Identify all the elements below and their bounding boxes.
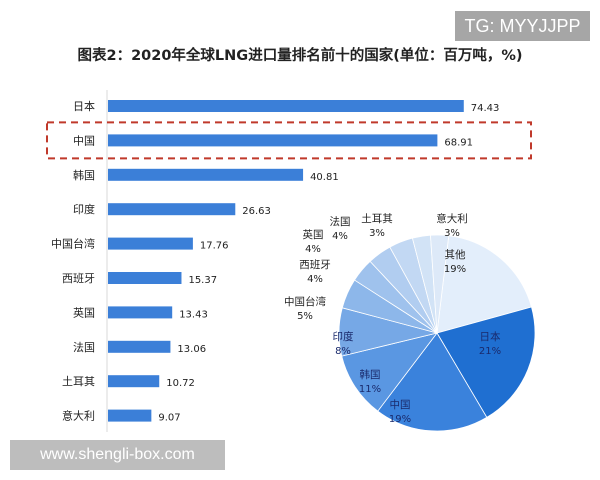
pie-label: 其他	[445, 248, 466, 261]
value-label: 74.43	[471, 103, 500, 114]
value-label: 13.43	[179, 309, 208, 320]
pie-percent-label: 4%	[305, 244, 321, 255]
watermark-top: TG: MYYJJPP	[455, 11, 590, 41]
bar	[108, 409, 152, 422]
highlight-box	[46, 121, 532, 160]
pie-slice	[430, 234, 450, 334]
value-label: 10.72	[166, 378, 195, 389]
bar	[108, 375, 160, 388]
bar	[108, 272, 182, 284]
pie-label: 中国	[390, 398, 411, 411]
category-label: 土耳其	[62, 375, 95, 388]
bar	[108, 168, 304, 181]
bar	[108, 100, 464, 112]
category-label: 西班牙	[62, 272, 95, 285]
pie-percent-label: 11%	[359, 384, 381, 395]
category-label: 韩国	[73, 168, 95, 182]
pie-label: 法国	[330, 215, 351, 228]
pie-percent-label: 3%	[444, 228, 460, 239]
pie-slice	[377, 332, 488, 432]
bar	[108, 340, 171, 353]
category-label: 意大利	[62, 409, 95, 423]
pie-label: 日本	[480, 330, 501, 343]
bar	[108, 237, 193, 250]
category-label: 中国台湾	[51, 237, 95, 251]
value-label: 68.91	[444, 137, 473, 148]
category-label: 英国	[73, 305, 95, 319]
pie-percent-label: 4%	[332, 231, 348, 242]
value-label: 40.81	[310, 172, 339, 183]
pie-label: 韩国	[360, 368, 381, 381]
value-label: 13.06	[177, 344, 206, 355]
pie-percent-label: 3%	[369, 228, 385, 239]
value-label: 15.37	[188, 275, 217, 286]
value-label: 26.63	[242, 206, 271, 217]
value-label: 9.07	[158, 413, 180, 424]
chart-title: 图表2：2020年全球LNG进口量排名前十的国家(单位：百万吨，%)	[77, 48, 523, 64]
category-label: 法国	[73, 340, 95, 354]
value-label: 17.76	[200, 241, 229, 252]
pie-percent-label: 19%	[444, 264, 466, 275]
pie-slice	[436, 306, 536, 418]
pie-label: 土耳其	[361, 212, 393, 225]
category-label: 日本	[73, 99, 95, 113]
bar	[108, 134, 438, 147]
pie-percent-label: 5%	[297, 311, 313, 322]
watermark-bottom: www.shengli-box.com	[10, 440, 225, 470]
pie-label: 印度	[333, 330, 354, 343]
pie-percent-label: 4%	[307, 274, 323, 285]
pie-percent-label: 19%	[389, 414, 411, 425]
bar	[108, 203, 236, 216]
pie-label: 西班牙	[299, 259, 331, 271]
pie-slice	[341, 332, 438, 412]
pie-label: 意大利	[436, 212, 468, 225]
category-label: 印度	[73, 202, 95, 216]
pie-label: 中国台湾	[284, 295, 326, 308]
category-label: 中国	[73, 134, 95, 147]
pie-label: 英国	[303, 228, 324, 241]
pie-percent-label: 8%	[335, 346, 351, 357]
pie-slice	[436, 235, 532, 334]
bar	[108, 306, 173, 319]
pie-percent-label: 21%	[479, 346, 501, 357]
